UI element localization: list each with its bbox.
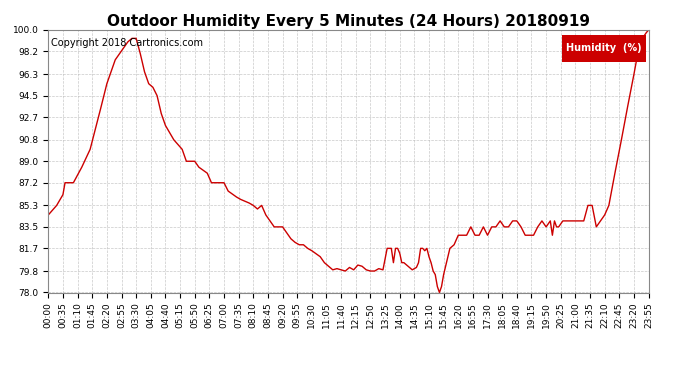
Title: Outdoor Humidity Every 5 Minutes (24 Hours) 20180919: Outdoor Humidity Every 5 Minutes (24 Hou… <box>107 14 590 29</box>
Text: Copyright 2018 Cartronics.com: Copyright 2018 Cartronics.com <box>51 38 204 48</box>
